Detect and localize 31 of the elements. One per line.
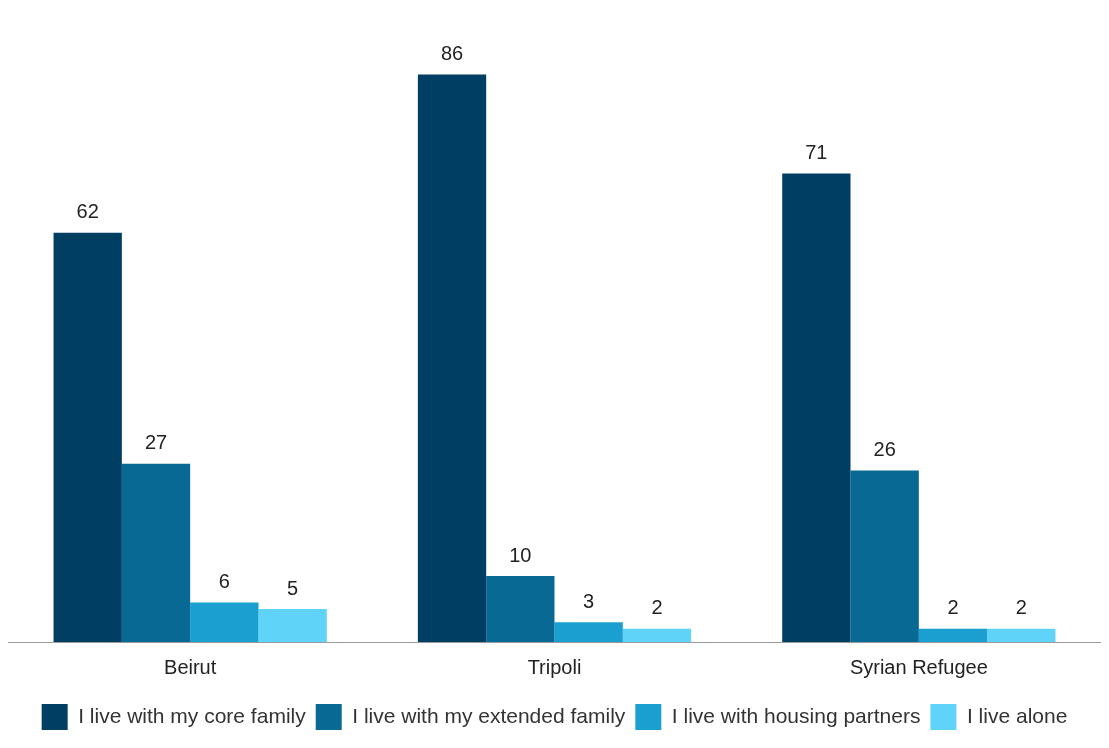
bar [53, 232, 122, 642]
bar [918, 628, 988, 642]
bar [486, 576, 555, 642]
data-label: 71 [805, 140, 828, 163]
data-label: 2 [651, 596, 663, 619]
bar [850, 470, 919, 642]
legend-label: I live alone [966, 703, 1068, 727]
bar [121, 463, 191, 642]
bar [190, 602, 259, 642]
legend-label: I live with housing partners [671, 703, 921, 727]
data-label: 10 [509, 543, 532, 566]
x-tick-label: Syrian Refugee [849, 655, 988, 678]
data-label: 3 [583, 589, 595, 612]
data-label: 2 [947, 596, 959, 619]
data-label: 5 [287, 576, 299, 599]
data-label: 2 [1015, 596, 1027, 619]
x-tick-label: Tripoli [527, 655, 582, 678]
legend-label: I live with my core family [78, 703, 307, 727]
x-tick-label: Beirut [164, 655, 217, 678]
bar [782, 173, 851, 642]
data-label: 26 [873, 437, 896, 460]
data-label: 6 [218, 569, 230, 592]
bar [622, 628, 692, 642]
data-label: 27 [144, 431, 168, 454]
bar [258, 609, 327, 642]
data-label: 62 [76, 200, 99, 223]
bar [554, 622, 623, 642]
bar [417, 74, 487, 642]
data-label: 86 [440, 41, 464, 64]
bar [987, 628, 1056, 642]
legend-label: I live with my extended family [352, 703, 626, 727]
